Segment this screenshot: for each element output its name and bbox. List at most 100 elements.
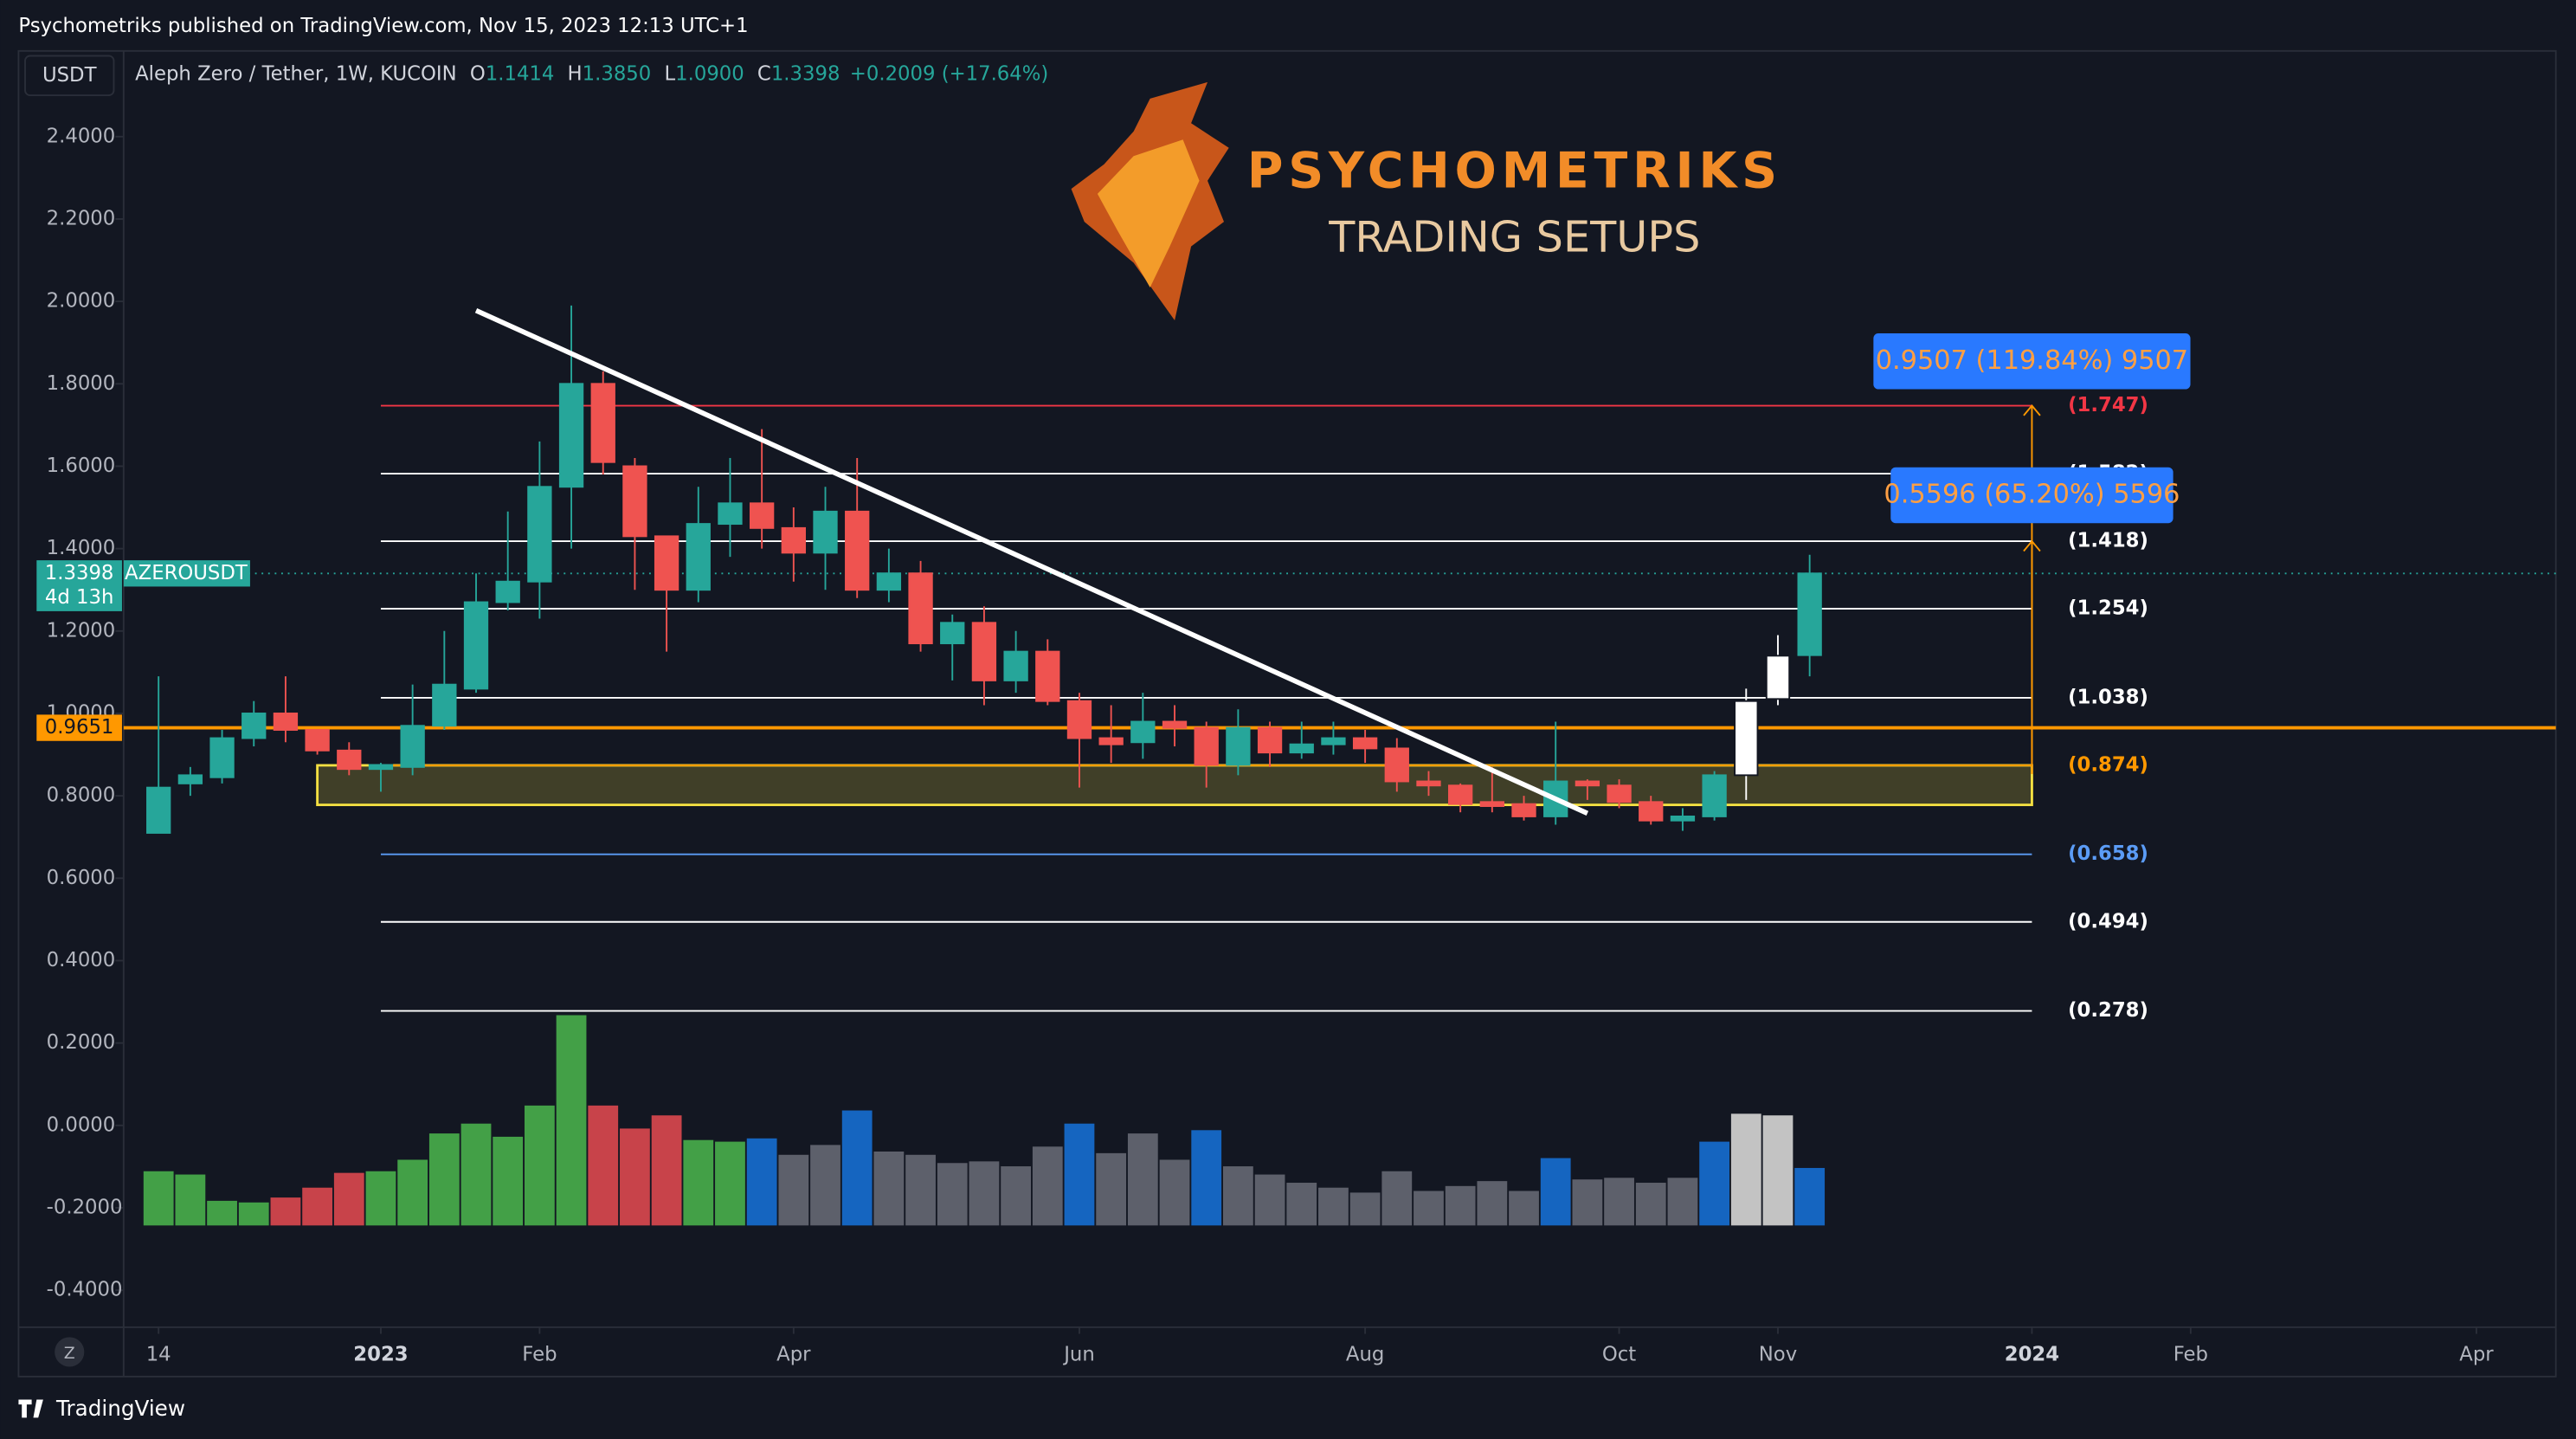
volume-bar	[238, 1202, 269, 1226]
candle-body	[1575, 780, 1600, 787]
volume-bar	[969, 1161, 1000, 1226]
zoom-label[interactable]: Z	[64, 1344, 75, 1363]
price-label: 0.9651	[45, 716, 114, 739]
candle-body	[1289, 743, 1314, 754]
y-tick-label: 1.4000	[47, 537, 116, 559]
candle-body	[1670, 815, 1696, 822]
candle-body	[1226, 726, 1251, 766]
candle-body	[463, 601, 489, 690]
candle-body	[242, 713, 267, 739]
y-tick-label: 1.6000	[47, 455, 116, 477]
candle-body	[876, 572, 902, 591]
volume-bar	[1445, 1185, 1476, 1226]
fib-label: (1.747)	[2068, 394, 2148, 416]
candle-body	[1066, 700, 1092, 739]
candle-body	[1797, 572, 1822, 656]
candle-body	[495, 580, 520, 603]
candle-body	[558, 383, 584, 488]
volume-bar	[1699, 1141, 1730, 1226]
fib-label: (1.254)	[2068, 597, 2148, 620]
candle-body	[590, 383, 615, 463]
x-tick-label: 14	[146, 1344, 171, 1366]
x-tick-label: Nov	[1759, 1344, 1797, 1366]
candle-body	[781, 526, 806, 554]
candle-body	[432, 683, 457, 727]
candle-body	[1352, 737, 1378, 750]
candle-body	[1003, 650, 1028, 681]
candle-body	[622, 465, 647, 538]
last-price-box	[36, 560, 122, 611]
y-tick-label: 0.6000	[47, 867, 116, 889]
brand: TradingView	[55, 1396, 185, 1421]
legend-symbol: Aleph Zero / Tether, 1W, KUCOIN	[135, 62, 457, 85]
volume-bar	[143, 1171, 174, 1226]
legend-key: C	[757, 62, 771, 85]
candle-body	[1734, 700, 1759, 777]
x-tick-label: Aug	[1346, 1344, 1384, 1366]
volume-bar	[1191, 1130, 1222, 1226]
y-tick-label: 0.0000	[47, 1113, 116, 1136]
candle-body	[337, 749, 362, 771]
volume-bar	[841, 1110, 873, 1226]
measure-label: 0.5596 (65.20%) 5596	[1884, 479, 2180, 509]
candle-body	[1098, 737, 1124, 745]
candle-body	[1130, 720, 1156, 744]
measure-box	[1890, 467, 2174, 524]
volume-bar	[365, 1171, 396, 1226]
x-tick-label: Apr	[776, 1344, 811, 1366]
candle-body	[1321, 737, 1346, 745]
candle-body	[749, 502, 775, 529]
volume-bar	[1667, 1178, 1698, 1226]
fib-label: (0.658)	[2068, 842, 2148, 865]
volume-bar	[207, 1200, 237, 1226]
candle-body	[971, 622, 997, 681]
fib-label: (1.038)	[2068, 686, 2148, 708]
volume-bar	[524, 1105, 555, 1226]
volume-bar	[1477, 1181, 1508, 1226]
volume-bar	[683, 1139, 714, 1226]
volume-bar	[1286, 1183, 1317, 1226]
measure-box	[1873, 333, 2191, 390]
volume-bar	[937, 1163, 968, 1226]
volume-bar	[1509, 1191, 1539, 1226]
y-tick-label: 1.8000	[47, 372, 116, 395]
volume-bar	[905, 1154, 936, 1226]
candle-body	[1702, 774, 1727, 817]
candle-body	[305, 729, 330, 752]
fib-label: (0.278)	[2068, 999, 2148, 1022]
y-tick-label: 2.0000	[47, 290, 116, 313]
volume-bar	[1635, 1183, 1666, 1226]
y-tick-label: 0.4000	[47, 949, 116, 971]
fib-label: (0.874)	[2068, 753, 2148, 776]
volume-bar	[715, 1141, 745, 1226]
volume-bar	[1604, 1178, 1634, 1226]
legend-value: 1.3850	[583, 62, 652, 85]
volume-bar	[270, 1197, 301, 1226]
volume-bar	[460, 1123, 492, 1226]
volume-bar	[493, 1136, 524, 1226]
candle-body	[400, 725, 425, 768]
candle-body	[1479, 801, 1504, 807]
legend-key: H	[568, 62, 583, 85]
x-tick-label: Feb	[2174, 1344, 2208, 1366]
symbol-label: AZEROUSDT	[125, 562, 248, 584]
volume-bar	[746, 1138, 777, 1226]
volume-bar	[1318, 1187, 1349, 1226]
y-tick-label: 2.2000	[47, 207, 116, 229]
volume-bar	[397, 1159, 428, 1226]
zoom-button[interactable]	[55, 1337, 85, 1367]
volume-bar	[1414, 1191, 1444, 1226]
currency-box	[24, 55, 115, 96]
countdown: 4d 13h	[45, 586, 114, 609]
candle-body	[1639, 801, 1664, 822]
x-tick-label: 2023	[353, 1344, 408, 1366]
volume-bar	[1254, 1174, 1285, 1226]
volume-bar	[175, 1174, 206, 1226]
volume-bar	[1127, 1133, 1158, 1226]
volume-bar	[1572, 1179, 1603, 1226]
y-tick-label: -0.2000	[47, 1196, 123, 1218]
currency: USDT	[42, 64, 97, 87]
candle-body	[177, 774, 203, 784]
fib-label: (0.494)	[2068, 910, 2148, 932]
